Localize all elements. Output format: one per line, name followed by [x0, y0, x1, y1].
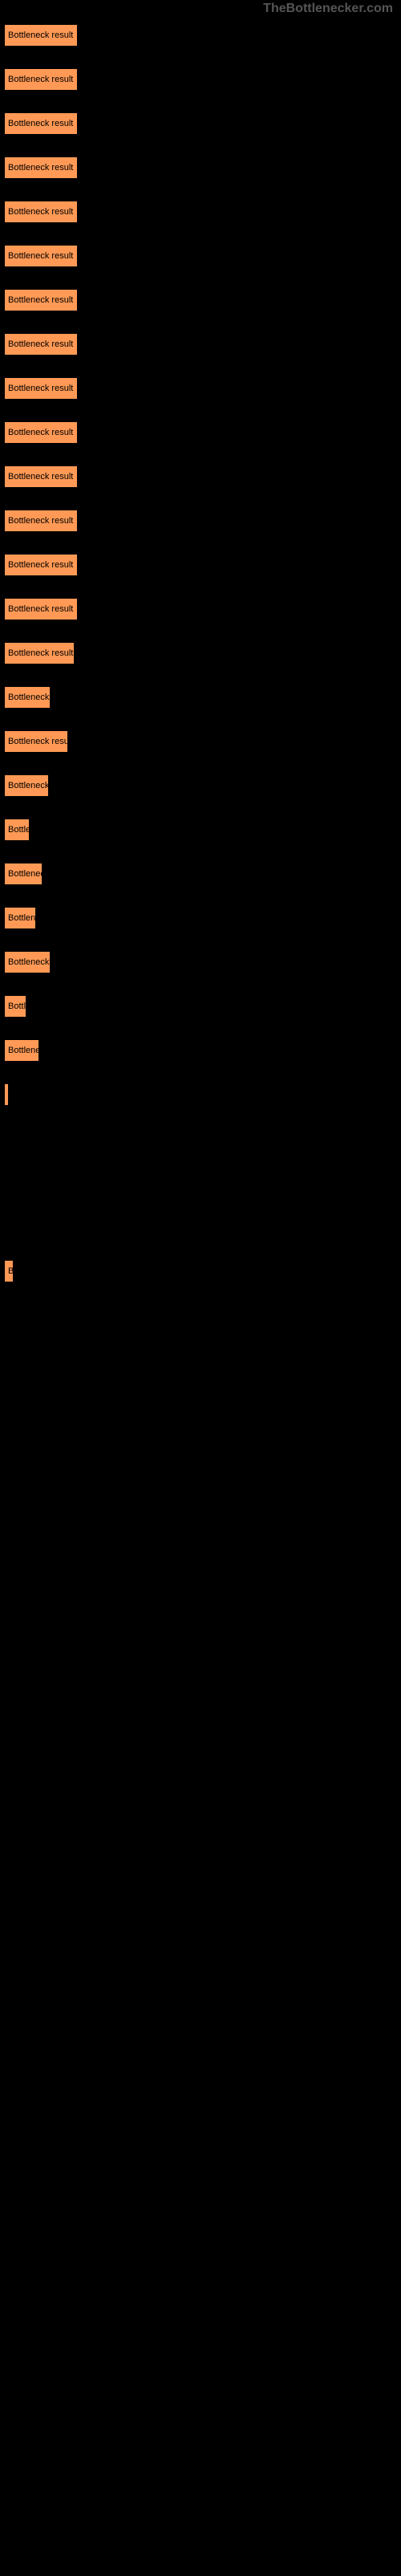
bar: Bottleneck result	[4, 598, 78, 620]
bar: Bottleneck result	[4, 156, 78, 179]
bar: Bottleneck result	[4, 333, 78, 356]
bar-row	[4, 2452, 401, 2474]
bar: Bottleneck result	[4, 510, 78, 532]
chart-container: Bottleneck result Bottleneck result Bottle…	[0, 0, 401, 2576]
bar-row	[4, 2054, 401, 2077]
bar-row	[4, 1172, 401, 1194]
bar: Bottleneck result	[4, 289, 78, 311]
bar-row: Bottleneck result	[4, 289, 401, 311]
bar: Bottleneck result	[4, 907, 36, 929]
bar-row	[4, 2407, 401, 2430]
bar-row: Bottleneck result	[4, 774, 401, 797]
bar-row	[4, 1613, 401, 1635]
bar-row	[4, 1834, 401, 1856]
bar-row: Bottleneck result	[4, 730, 401, 753]
bar: Bottleneck result	[4, 112, 78, 135]
bar: Bottleneck result	[4, 1260, 14, 1282]
bar	[4, 1083, 9, 1106]
bar: Bottleneck result	[4, 201, 78, 223]
bar-row	[4, 2231, 401, 2253]
bar: Bottleneck result	[4, 819, 30, 841]
bar-row	[4, 1922, 401, 1944]
bar: Bottleneck result	[4, 774, 49, 797]
bar: Bottleneck result	[4, 863, 43, 885]
bar-row: Bottleneck result	[4, 686, 401, 709]
bar-row: Bottleneck result	[4, 995, 401, 1018]
bar-row: Bottleneck result	[4, 245, 401, 267]
bar-row: Bottleneck result	[4, 201, 401, 223]
bar-row	[4, 1569, 401, 1591]
bar-row: Bottleneck result	[4, 863, 401, 885]
bar: Bottleneck result	[4, 554, 78, 576]
bar-row	[4, 1128, 401, 1150]
bar-row	[4, 1878, 401, 1900]
bar-row: Bottleneck result	[4, 377, 401, 400]
bar-row	[4, 2010, 401, 2033]
bar-row	[4, 1436, 401, 1459]
bar: Bottleneck result	[4, 642, 75, 664]
watermark: TheBottlenecker.com	[263, 2, 393, 16]
bar-row	[4, 1083, 401, 1106]
bar: Bottleneck result	[4, 421, 78, 444]
bar-row: Bottleneck result	[4, 421, 401, 444]
bar: Bottleneck result	[4, 995, 26, 1018]
bar-row	[4, 1348, 401, 1371]
bar-row: Bottleneck result	[4, 642, 401, 664]
bar-row	[4, 2319, 401, 2342]
bar-row: Bottleneck result	[4, 24, 401, 47]
bar-row: Bottleneck result	[4, 598, 401, 620]
bar: Bottleneck result	[4, 1039, 39, 1062]
bar-row: Bottleneck result	[4, 112, 401, 135]
bar: Bottleneck result	[4, 686, 51, 709]
bar: Bottleneck result	[4, 68, 78, 91]
bar: Bottleneck result	[4, 24, 78, 47]
bar-row: Bottleneck result	[4, 68, 401, 91]
bar-row	[4, 1966, 401, 1989]
bar: Bottleneck result	[4, 245, 78, 267]
bar-row	[4, 1790, 401, 1812]
bar-row	[4, 1525, 401, 1547]
bar: Bottleneck result	[4, 465, 78, 488]
bar: Bottleneck result	[4, 730, 68, 753]
bar-row: Bottleneck result	[4, 951, 401, 973]
bar-row	[4, 1216, 401, 1238]
bar-row	[4, 2099, 401, 2121]
bar-row	[4, 2275, 401, 2298]
bar: Bottleneck result	[4, 377, 78, 400]
bar-row: Bottleneck result	[4, 819, 401, 841]
bar-row: Bottleneck result	[4, 554, 401, 576]
bar-row	[4, 1392, 401, 1415]
bar-row	[4, 1304, 401, 1327]
bar-row: Bottleneck result	[4, 156, 401, 179]
bar-row: Bottleneck result	[4, 1039, 401, 1062]
bar-row	[4, 2143, 401, 2165]
bar: Bottleneck result	[4, 951, 51, 973]
bar-row: Bottleneck result	[4, 465, 401, 488]
bar-row	[4, 2187, 401, 2209]
bar-row	[4, 2363, 401, 2386]
bar-row	[4, 1701, 401, 1724]
bar-row	[4, 1745, 401, 1768]
bar-row	[4, 1481, 401, 1503]
bar-row: Bottleneck result	[4, 333, 401, 356]
bar-row: Bottleneck result	[4, 907, 401, 929]
bar-row	[4, 1657, 401, 1680]
bar-row: Bottleneck result	[4, 1260, 401, 1282]
bar-row: Bottleneck result	[4, 510, 401, 532]
